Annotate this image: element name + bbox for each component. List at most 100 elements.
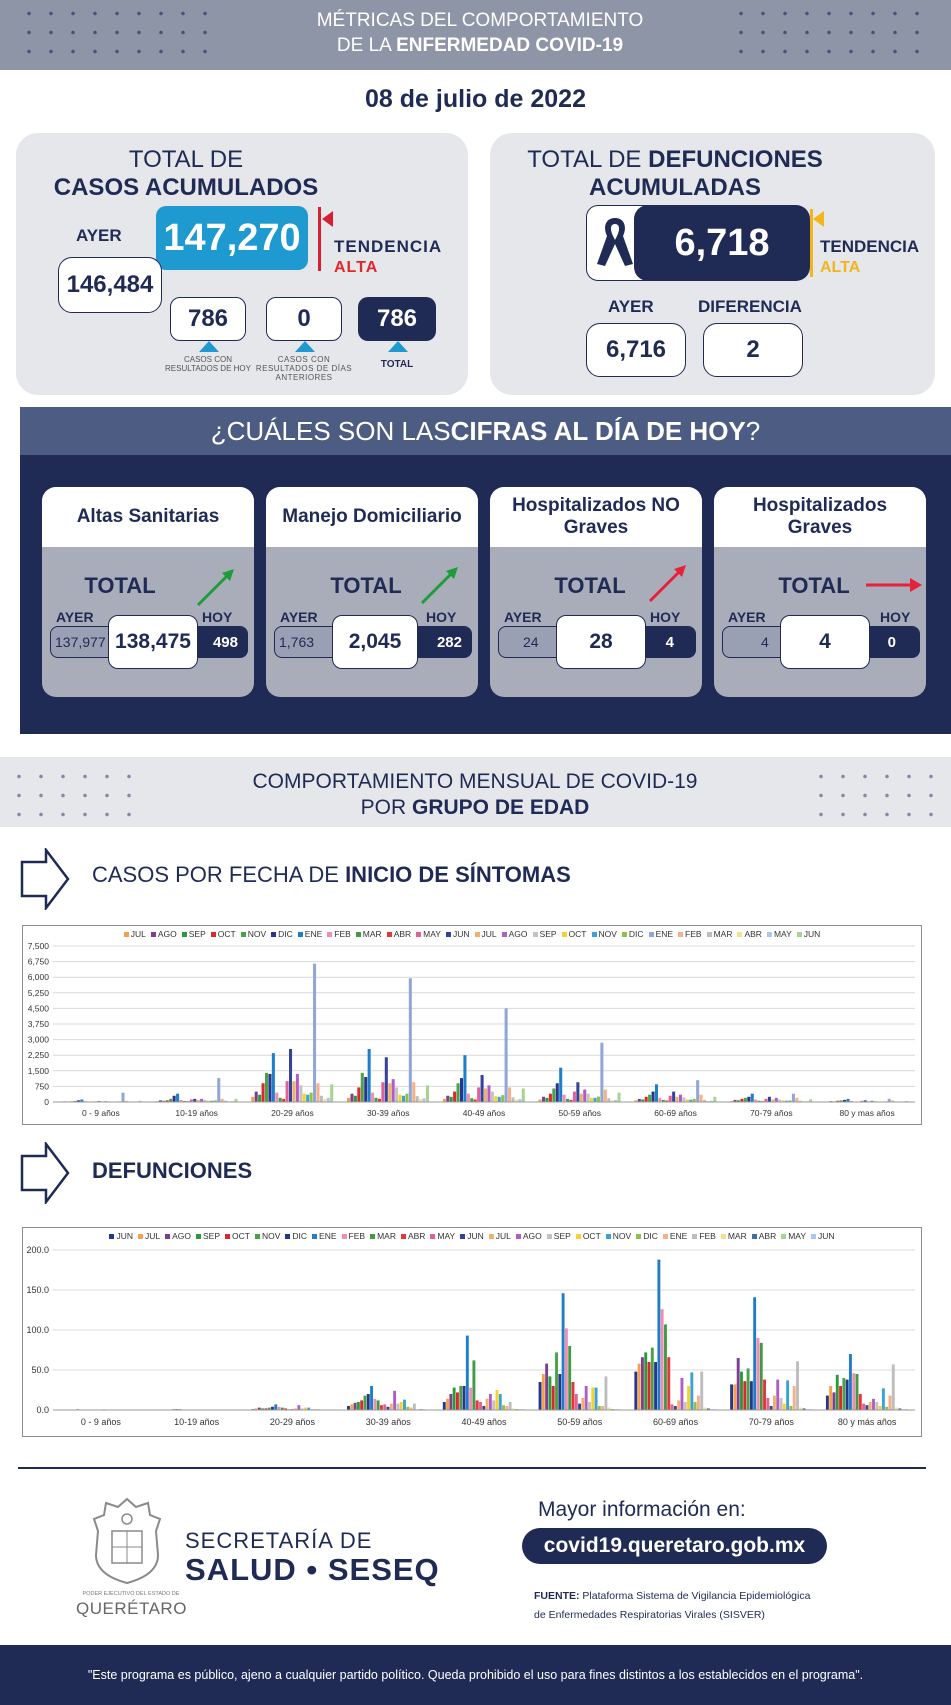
bar	[597, 1406, 601, 1410]
bar	[654, 1084, 658, 1102]
bar	[774, 1097, 778, 1102]
bar	[446, 1095, 450, 1102]
deaths-chart-title: DEFUNCIONES	[92, 1158, 253, 1183]
bar	[280, 1407, 284, 1410]
y-tick-label: 100.0	[26, 1325, 49, 1335]
bar	[733, 1384, 737, 1410]
panel-yesterday-label: AYER	[280, 609, 318, 625]
bar	[703, 1407, 707, 1410]
bar	[747, 1096, 751, 1102]
bar	[571, 1382, 575, 1410]
legend-swatch	[501, 931, 507, 937]
bar	[750, 1093, 754, 1102]
bar	[251, 1096, 255, 1102]
bar	[254, 1408, 258, 1410]
x-category-label: 80 y más años	[838, 1417, 897, 1427]
bar	[508, 1402, 512, 1410]
trend-up-arrow-icon	[196, 569, 234, 607]
bar	[651, 1091, 655, 1102]
legend-swatch	[416, 931, 422, 937]
bar	[689, 1099, 693, 1102]
bar	[551, 1386, 555, 1410]
legend-label: MAY	[788, 1231, 807, 1241]
legend-swatch	[796, 931, 802, 937]
legend-label: ENE	[669, 1231, 688, 1241]
y-tick-label: 1,500	[28, 1066, 50, 1076]
legend-item: FEB	[327, 929, 351, 939]
legend-item: AGO	[165, 1231, 191, 1241]
x-category-label: 10-19 años	[175, 1108, 218, 1118]
bar	[759, 1342, 763, 1410]
bar	[504, 1008, 508, 1102]
monthly-dots-right	[810, 767, 946, 817]
bar	[863, 1100, 867, 1102]
bar	[588, 1402, 591, 1410]
bar	[350, 1093, 354, 1102]
more-info-label: Mayor información en:	[538, 1498, 746, 1521]
bar	[829, 1386, 833, 1410]
bar	[422, 1098, 426, 1102]
bar	[446, 1398, 450, 1410]
bar	[860, 1100, 864, 1102]
legend-swatch	[474, 931, 480, 937]
bar	[396, 1403, 400, 1410]
awareness-ribbon-icon	[597, 218, 633, 266]
cases-new-today: 786	[170, 297, 246, 341]
bar	[277, 1406, 281, 1410]
legend-swatch	[196, 1233, 202, 1239]
bar	[796, 1361, 799, 1410]
panel-total-value: 28	[556, 615, 646, 669]
legend-swatch	[621, 931, 627, 937]
bar	[124, 1100, 128, 1102]
legend-item: JUL	[123, 929, 146, 939]
bar	[295, 1073, 299, 1102]
bar	[391, 1079, 395, 1102]
cases-chart-title: CASOS POR FECHA DE INICIO DE SÍNTOMAS	[92, 862, 571, 888]
bar	[798, 1100, 802, 1102]
header-dots-left	[18, 4, 216, 64]
bar	[196, 1099, 200, 1102]
legend-swatch	[488, 1233, 494, 1239]
bar	[614, 1099, 618, 1102]
legend-label: OCT	[217, 929, 236, 939]
bar	[363, 1395, 367, 1410]
panel-yesterday-label: AYER	[504, 609, 542, 625]
bar	[393, 1390, 397, 1410]
legend-label: ABR	[758, 1231, 777, 1241]
bar	[855, 1374, 859, 1410]
bar	[419, 1099, 423, 1102]
legend-swatch	[165, 1233, 171, 1239]
bar	[650, 1347, 654, 1410]
bar	[561, 1293, 565, 1410]
legend-item: MAR	[355, 929, 382, 939]
bar	[220, 1098, 224, 1102]
bar	[213, 1100, 217, 1102]
bar	[756, 1338, 760, 1410]
legend-swatch	[386, 931, 392, 937]
bar	[637, 1098, 641, 1102]
legend-item: NOV	[240, 929, 266, 939]
bar	[518, 1099, 522, 1102]
legend-label: SEP	[203, 1231, 221, 1241]
bar	[743, 1381, 747, 1410]
legend-swatch	[720, 1233, 726, 1239]
bar	[786, 1380, 790, 1410]
bar	[316, 1083, 320, 1102]
bar	[568, 1346, 572, 1410]
bar	[687, 1386, 690, 1410]
cases-previous-pointer	[295, 341, 315, 352]
bar	[895, 1407, 899, 1410]
y-tick-label: 7,500	[28, 941, 50, 951]
legend-swatch	[225, 1233, 231, 1239]
bar	[257, 1407, 261, 1410]
legend-item: ENE	[312, 1231, 337, 1241]
website-link[interactable]: covid19.queretaro.gob.mx	[522, 1528, 827, 1564]
bar	[189, 1099, 193, 1102]
bar	[285, 1081, 289, 1102]
legend-swatch	[312, 1233, 318, 1239]
x-category-label: 10-19 años	[174, 1417, 220, 1427]
bar	[383, 1404, 387, 1410]
cases-chart-title-pre: CASOS POR FECHA DE	[92, 862, 346, 887]
legend-swatch	[515, 1233, 521, 1239]
bar	[401, 1095, 405, 1102]
